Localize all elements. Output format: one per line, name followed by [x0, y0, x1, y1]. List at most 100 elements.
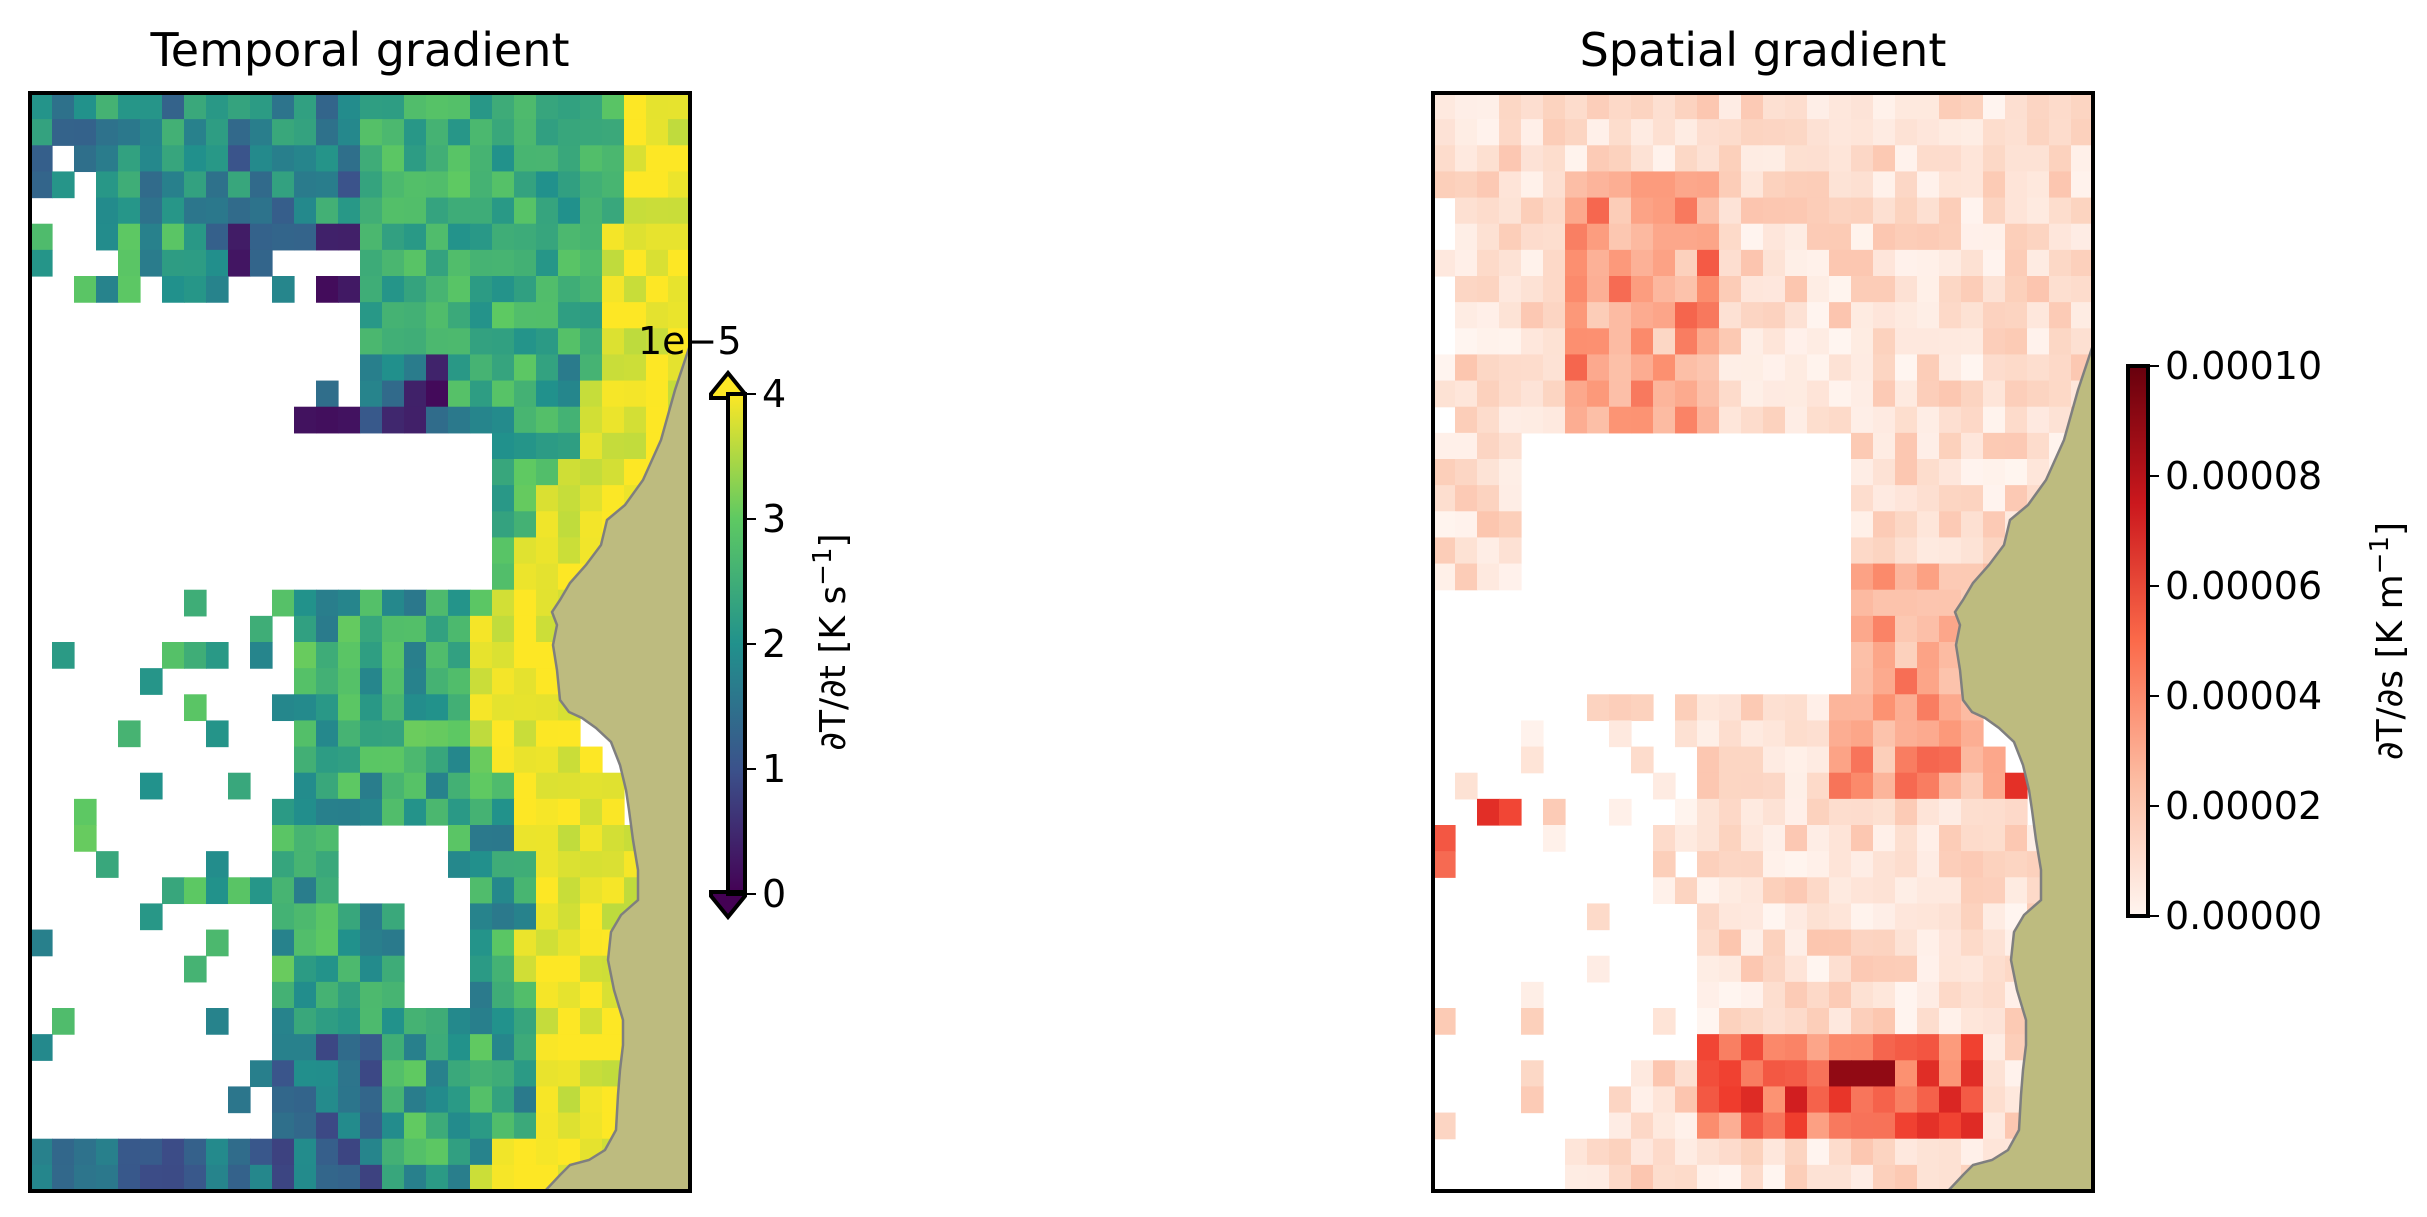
heatmap-cell — [1895, 328, 1918, 356]
heatmap-cell — [1983, 406, 2006, 434]
heatmap-cell — [426, 668, 449, 695]
heatmap-cell — [404, 249, 427, 277]
heatmap-cell — [1719, 1112, 1742, 1140]
heatmap-cell — [1587, 276, 1610, 303]
heatmap-cell — [624, 223, 647, 251]
heatmap-cell — [426, 249, 449, 277]
heatmap-cell — [558, 406, 581, 434]
heatmap-cell — [2049, 119, 2072, 146]
heatmap-cell — [514, 223, 537, 251]
heatmap-cell — [1741, 1112, 1764, 1140]
heatmap-cell — [558, 746, 581, 774]
heatmap-cell — [1939, 1086, 1962, 1114]
heatmap-cell — [1983, 1112, 2006, 1140]
heatmap-cell — [404, 1164, 427, 1191]
heatmap-cell — [580, 197, 603, 225]
heatmap-cell — [1763, 981, 1786, 1009]
heatmap-cell — [1961, 302, 1984, 329]
heatmap-cell — [624, 93, 647, 120]
heatmap-cell — [1785, 1138, 1808, 1166]
heatmap-cell — [514, 825, 537, 852]
heatmap-cell — [536, 851, 559, 878]
heatmap-cell — [536, 249, 559, 277]
colorbar-tick-label: 0.00002 — [2165, 784, 2322, 828]
heatmap-cell — [1763, 276, 1786, 303]
heatmap-cell — [1741, 877, 1764, 905]
heatmap-cell — [1895, 981, 1918, 1009]
heatmap-cell — [1653, 877, 1676, 905]
heatmap-cell — [1939, 406, 1962, 434]
heatmap-cell — [448, 197, 471, 225]
heatmap-cell — [382, 668, 405, 695]
heatmap-cell — [1895, 1086, 1918, 1114]
heatmap-cell — [1807, 929, 1830, 957]
heatmap-cell — [250, 615, 273, 643]
heatmap-cell — [558, 93, 581, 120]
heatmap-cell — [668, 302, 690, 329]
heatmap-cell — [382, 249, 405, 277]
heatmap-cell — [492, 798, 515, 826]
heatmap-cell — [1565, 328, 1588, 356]
heatmap-cell — [316, 825, 339, 852]
heatmap-cell — [316, 1086, 339, 1114]
heatmap-cell — [1873, 563, 1896, 591]
heatmap-cell — [470, 1164, 493, 1191]
heatmap-cell — [1851, 223, 1874, 251]
heatmap-cell — [1851, 302, 1874, 329]
heatmap-cell — [1763, 119, 1786, 146]
heatmap-cell — [140, 171, 163, 199]
heatmap-cell — [1851, 511, 1874, 539]
heatmap-cell — [668, 93, 690, 120]
heatmap-cell — [2027, 354, 2050, 382]
heatmap-cell — [448, 1086, 471, 1114]
heatmap-cell — [558, 720, 581, 748]
heatmap-cell — [1851, 249, 1874, 277]
heatmap-cell — [184, 119, 207, 146]
heatmap-cell — [404, 171, 427, 199]
heatmap-cell — [580, 93, 603, 120]
heatmap-cell — [1961, 981, 1984, 1009]
heatmap-cell — [1697, 981, 1720, 1009]
heatmap-cell — [1763, 851, 1786, 878]
heatmap-cell — [1763, 1138, 1786, 1166]
heatmap-cell — [1763, 772, 1786, 800]
heatmap-cell — [624, 145, 647, 173]
heatmap-cell — [1433, 432, 1456, 460]
heatmap-cell — [1653, 825, 1676, 852]
heatmap-cell — [668, 197, 690, 225]
heatmap-cell — [1499, 432, 1522, 460]
heatmap-cell — [1807, 772, 1830, 800]
heatmap-cell — [514, 171, 537, 199]
heatmap-cell — [52, 171, 75, 199]
heatmap-cell — [206, 1008, 229, 1035]
heatmap-cell — [1609, 328, 1632, 356]
heatmap-cell — [1895, 1164, 1918, 1191]
heatmap-cell — [1851, 877, 1874, 905]
heatmap-cell — [602, 825, 625, 852]
heatmap-cell — [1873, 328, 1896, 356]
heatmap-cell — [404, 720, 427, 748]
heatmap-cell — [514, 615, 537, 643]
heatmap-cell — [1829, 197, 1852, 225]
heatmap-cell — [1763, 249, 1786, 277]
heatmap-cell — [1741, 720, 1764, 748]
heatmap-cell — [1939, 145, 1962, 173]
heatmap-cell — [1763, 903, 1786, 931]
colorbar-tick-label: 3 — [762, 497, 786, 541]
heatmap-cell — [426, 1034, 449, 1061]
heatmap-cell — [536, 1138, 559, 1166]
heatmap-cell — [272, 1008, 295, 1035]
heatmap-cell — [382, 223, 405, 251]
heatmap-cell — [1917, 223, 1940, 251]
heatmap-cell — [1895, 798, 1918, 826]
heatmap-cell — [1873, 694, 1896, 722]
heatmap-cell — [382, 1138, 405, 1166]
heatmap-cell — [338, 589, 361, 617]
heatmap-cell — [668, 276, 690, 303]
heatmap-cell — [492, 772, 515, 800]
heatmap-cell — [1763, 406, 1786, 434]
heatmap-cell — [558, 197, 581, 225]
heatmap-cell — [514, 563, 537, 591]
heatmap-cell — [1939, 354, 1962, 382]
heatmap-cell — [1477, 459, 1500, 486]
